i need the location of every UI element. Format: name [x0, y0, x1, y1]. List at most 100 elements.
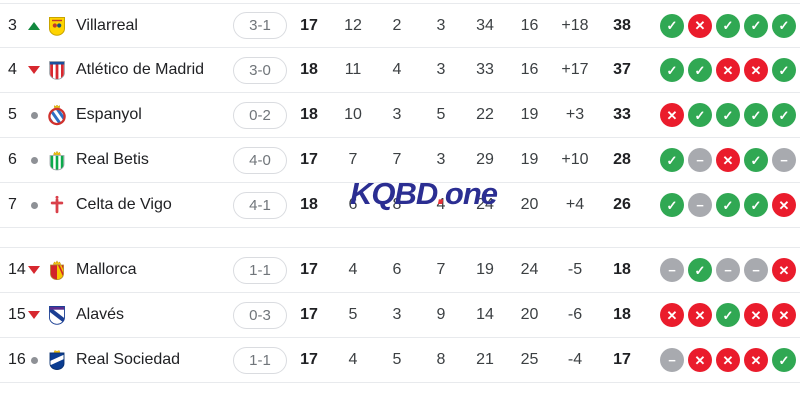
last-match-score-badge[interactable]: 3-1 — [233, 12, 287, 39]
form-win-icon[interactable]: ✓ — [660, 148, 684, 172]
rank-down-icon — [28, 266, 40, 274]
team-name: Celta de Vigo — [76, 196, 172, 213]
form-win-icon[interactable]: ✓ — [688, 103, 712, 127]
form-loss-icon[interactable]: ✕ — [744, 58, 768, 82]
rank-movement — [26, 21, 42, 30]
form-win-icon[interactable]: ✓ — [688, 258, 712, 282]
stat-goals-against: 19 — [520, 151, 539, 168]
form-loss-icon[interactable]: ✕ — [660, 103, 684, 127]
form-loss-icon[interactable]: ✕ — [688, 13, 712, 38]
stat-goals-for: 34 — [476, 16, 494, 34]
stat-draws: 8 — [392, 196, 402, 213]
stat-goals-for: 22 — [476, 106, 494, 123]
form-draw-icon[interactable]: − — [772, 148, 796, 172]
last-match-score-badge[interactable]: 4-1 — [233, 191, 287, 219]
form-draw-icon[interactable]: − — [744, 258, 768, 282]
table-row[interactable]: 4 Atlético de Madrid 3-0 18 11 4 3 33 16… — [0, 48, 800, 93]
form-loss-icon[interactable]: ✕ — [772, 193, 796, 217]
position-number: 6 — [8, 151, 17, 168]
stat-played: 18 — [300, 196, 318, 213]
stat-goal-diff: +17 — [561, 61, 589, 78]
form-draw-icon[interactable]: − — [688, 193, 712, 217]
stat-losses: 5 — [436, 106, 446, 123]
rank-up-icon — [28, 21, 40, 30]
rank-movement — [26, 156, 42, 164]
form-draw-icon[interactable]: − — [660, 258, 684, 282]
form-draw-icon[interactable]: − — [688, 148, 712, 172]
form-draw-icon[interactable]: − — [660, 348, 684, 372]
stat-points: 18 — [613, 306, 631, 323]
form-win-icon[interactable]: ✓ — [716, 193, 740, 217]
table-row[interactable]: 5 Espanyol 0-2 18 10 3 5 22 19 +3 33 ✕ ✓… — [0, 93, 800, 138]
section-divider — [0, 228, 800, 248]
form-win-icon[interactable]: ✓ — [772, 348, 796, 372]
stat-goals-for: 33 — [476, 61, 494, 78]
stat-goal-diff: -5 — [567, 261, 583, 278]
team-name: Alavés — [76, 306, 125, 323]
form-win-icon[interactable]: ✓ — [772, 103, 796, 127]
form-loss-icon[interactable]: ✕ — [716, 58, 740, 82]
form-draw-icon[interactable]: − — [716, 258, 740, 282]
form-loss-icon[interactable]: ✕ — [772, 303, 796, 327]
form-win-icon[interactable]: ✓ — [772, 58, 796, 82]
last-match-score-badge[interactable]: 4-0 — [233, 146, 287, 174]
form-loss-icon[interactable]: ✕ — [744, 303, 768, 327]
stat-losses: 7 — [436, 261, 446, 278]
form-loss-icon[interactable]: ✕ — [688, 303, 712, 327]
last-match-score-badge[interactable]: 0-3 — [233, 301, 287, 329]
stat-played: 17 — [300, 151, 318, 168]
stat-wins: 6 — [348, 196, 358, 213]
last-match-score-badge[interactable]: 0-2 — [233, 101, 287, 129]
table-row[interactable]: 7 Celta de Vigo 4-1 18 6 8 4 24 20 +4 26… — [0, 183, 800, 228]
rank-same-icon — [30, 201, 38, 209]
table-row[interactable]: 15 Alavés 0-3 17 5 3 9 14 20 -6 18 ✕ ✕ ✓… — [0, 293, 800, 338]
stat-played: 17 — [300, 261, 318, 278]
rank-same-icon — [30, 156, 38, 164]
form-loss-icon[interactable]: ✕ — [744, 348, 768, 372]
last-match-score-badge[interactable]: 1-1 — [233, 346, 287, 374]
form-win-icon[interactable]: ✓ — [660, 193, 684, 217]
alaves-crest-icon — [46, 304, 68, 326]
stat-points: 38 — [613, 16, 631, 34]
form-win-icon[interactable]: ✓ — [744, 193, 768, 217]
form-win-icon[interactable]: ✓ — [660, 13, 684, 38]
form-win-icon[interactable]: ✓ — [660, 58, 684, 82]
form-win-icon[interactable]: ✓ — [688, 58, 712, 82]
stat-goal-diff: +4 — [565, 196, 585, 213]
table-row[interactable]: 16 Real Sociedad 1-1 17 4 5 8 21 25 -4 1… — [0, 338, 800, 383]
form-loss-icon[interactable]: ✕ — [716, 348, 740, 372]
form-loss-icon[interactable]: ✕ — [772, 258, 796, 282]
stat-goals-against: 16 — [520, 16, 539, 34]
stat-goals-for: 14 — [476, 306, 494, 323]
form-win-icon[interactable]: ✓ — [716, 13, 740, 38]
form-win-icon[interactable]: ✓ — [772, 13, 796, 38]
team-name: Mallorca — [76, 261, 137, 278]
rank-movement — [26, 66, 42, 74]
last-match-score-badge[interactable]: 3-0 — [233, 56, 287, 84]
stat-wins: 5 — [348, 306, 358, 323]
position-number: 14 — [8, 261, 26, 278]
table-row[interactable]: 3 Villarreal 3-1 17 12 2 3 34 16 +18 38 … — [0, 3, 800, 48]
team-name: Real Betis — [76, 151, 149, 168]
stat-points: 28 — [613, 151, 631, 168]
form-win-icon[interactable]: ✓ — [716, 103, 740, 127]
table-row[interactable]: 14 Mallorca 1-1 17 4 6 7 19 24 -5 18 − ✓… — [0, 248, 800, 293]
form-loss-icon[interactable]: ✕ — [716, 148, 740, 172]
stat-draws: 3 — [392, 106, 402, 123]
mallorca-crest-icon — [46, 259, 68, 281]
form-loss-icon[interactable]: ✕ — [688, 348, 712, 372]
form-loss-icon[interactable]: ✕ — [660, 303, 684, 327]
form-guide: ✓ − ✕ ✓ − — [660, 148, 796, 172]
form-win-icon[interactable]: ✓ — [744, 148, 768, 172]
stat-played: 18 — [300, 61, 318, 78]
table-row[interactable]: 6 Real Betis 4-0 17 7 7 3 29 19 +10 28 ✓… — [0, 138, 800, 183]
form-win-icon[interactable]: ✓ — [716, 303, 740, 327]
last-match-score-badge[interactable]: 1-1 — [233, 256, 287, 284]
form-win-icon[interactable]: ✓ — [744, 103, 768, 127]
form-win-icon[interactable]: ✓ — [744, 13, 768, 38]
stat-wins: 7 — [348, 151, 358, 168]
form-guide: ✓ ✓ ✕ ✕ ✓ — [660, 58, 796, 82]
stat-goals-for: 19 — [476, 261, 494, 278]
rank-movement — [26, 111, 42, 119]
stat-goal-diff: +10 — [561, 151, 589, 168]
